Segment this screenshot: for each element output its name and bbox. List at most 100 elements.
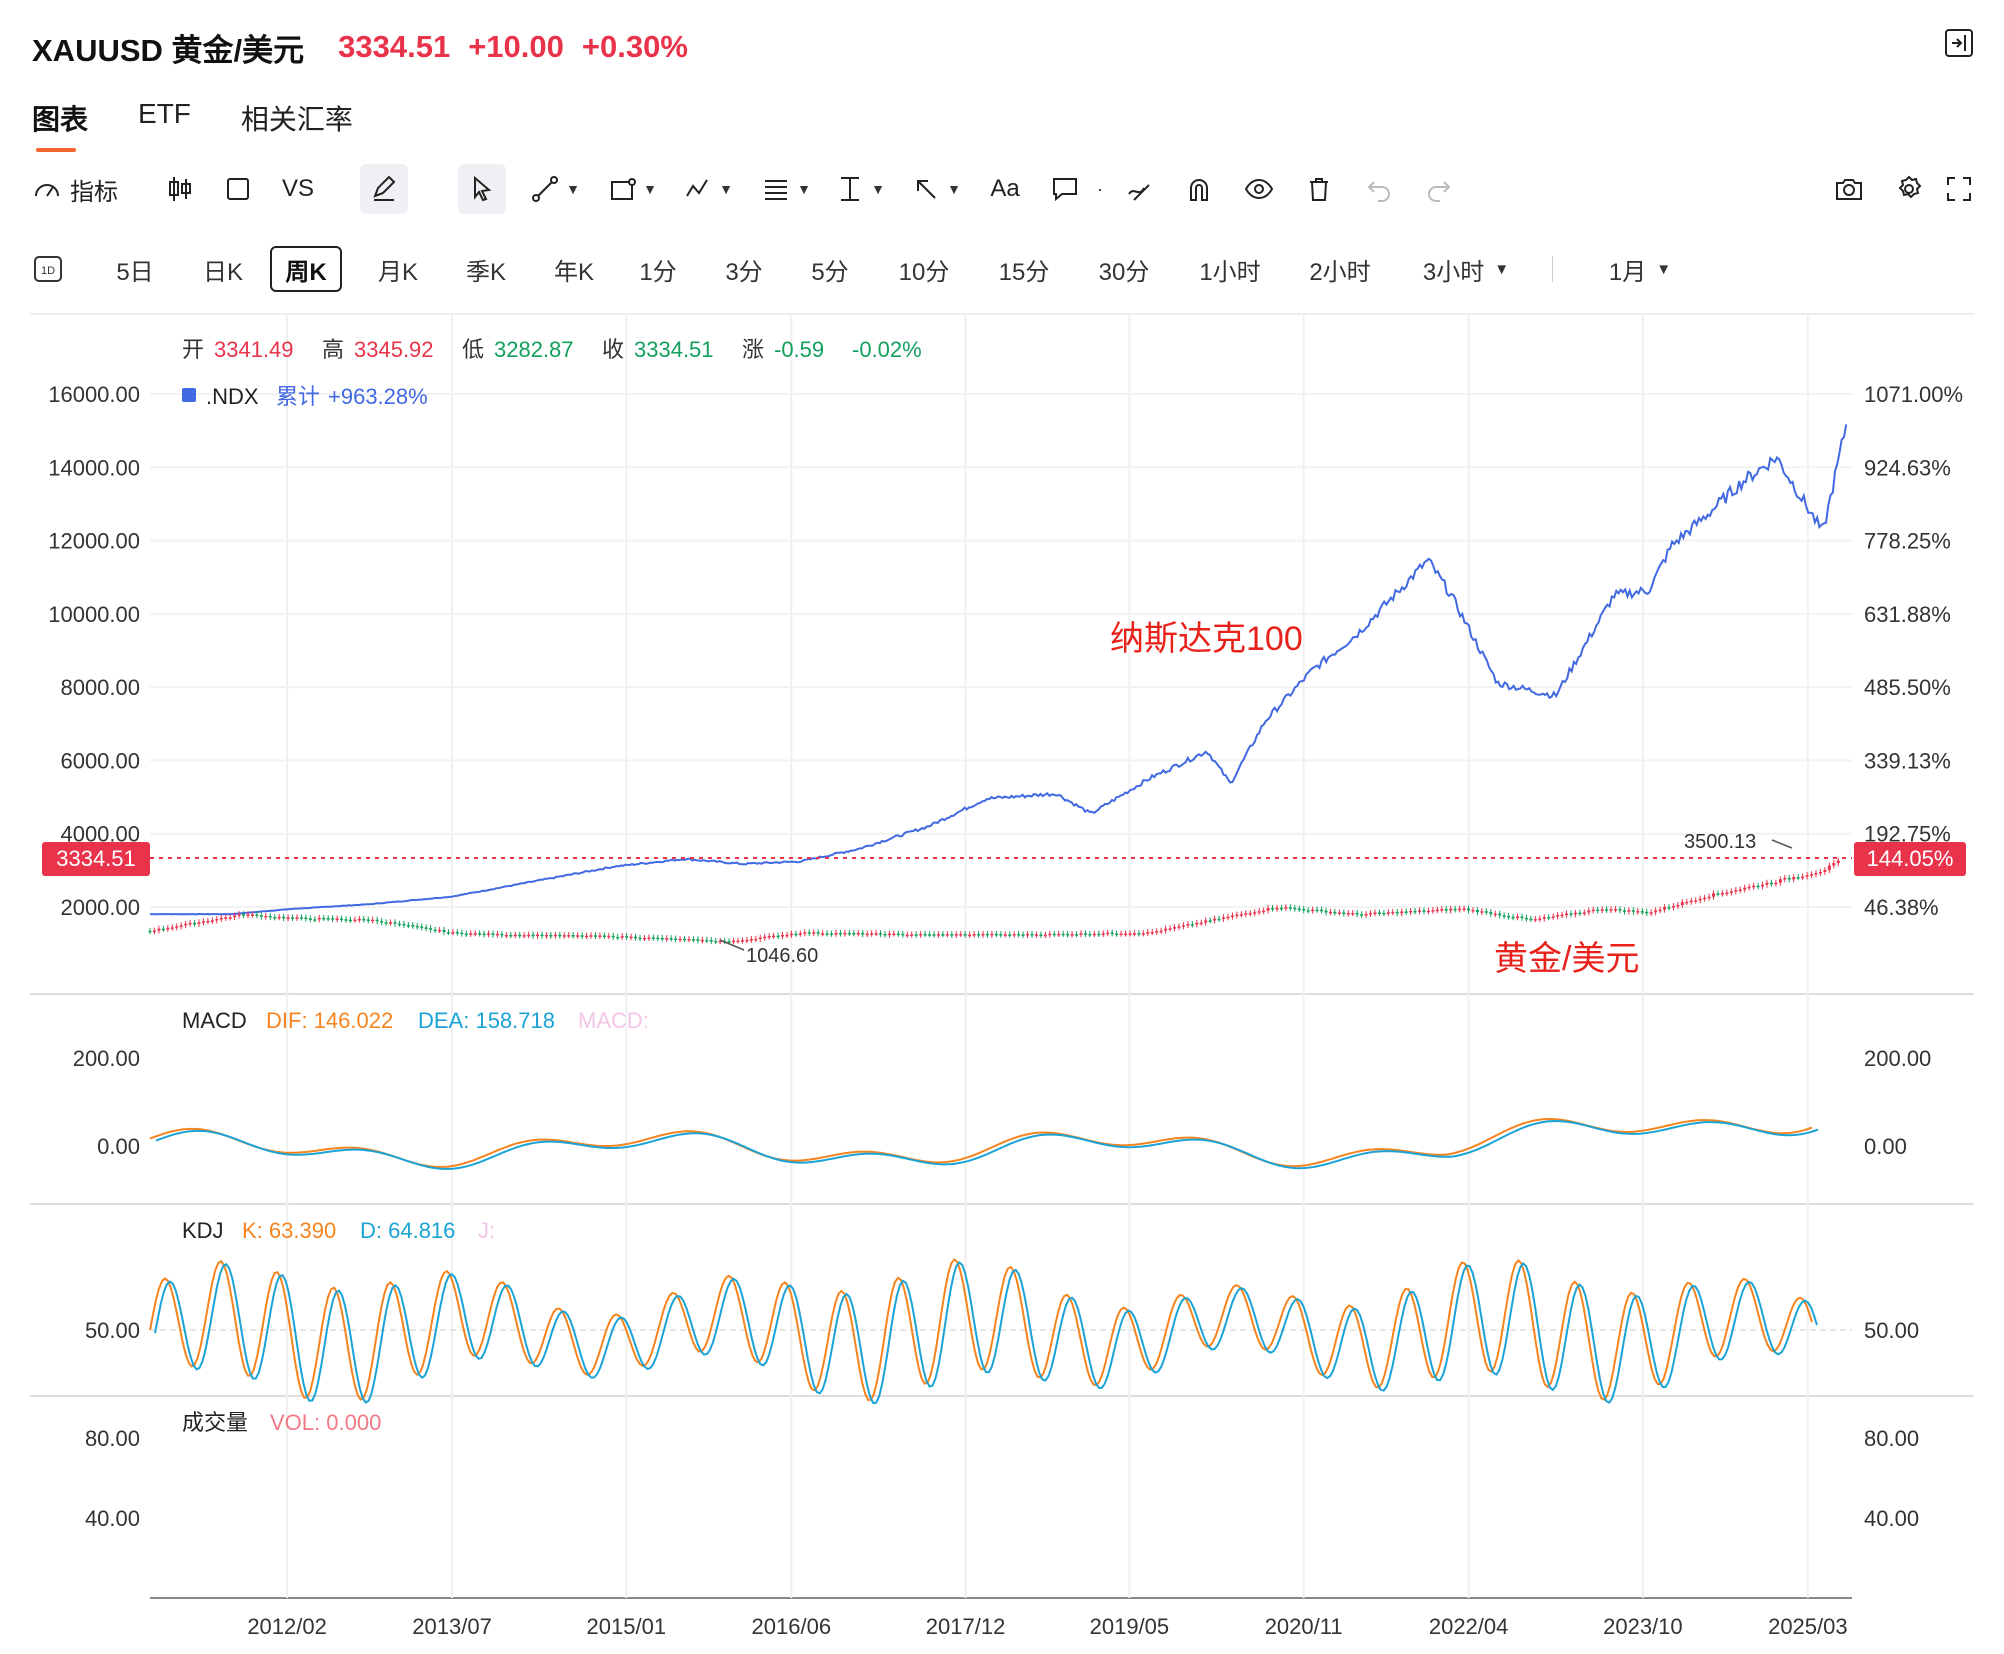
gold-candle	[950, 934, 954, 936]
gold-candle	[1311, 909, 1315, 912]
gold-candle	[1382, 912, 1386, 915]
x-tick-label: 2016/06	[752, 1614, 832, 1639]
gold-candle	[1369, 913, 1373, 915]
period-week[interactable]: 周K	[270, 246, 342, 292]
gold-candle	[536, 934, 540, 937]
gold-candle	[1422, 910, 1426, 912]
gold-candle	[469, 933, 473, 935]
pattern-icon[interactable]: ▼	[678, 164, 738, 214]
gold-candle	[972, 934, 976, 936]
undo-icon[interactable]	[1354, 164, 1404, 214]
gold-candle	[344, 919, 348, 921]
tab-chart[interactable]: 图表	[32, 98, 88, 152]
gold-candle	[1262, 910, 1266, 913]
period-5min[interactable]: 5分	[811, 258, 849, 286]
gold-candle	[1725, 892, 1729, 895]
gold-candle	[1244, 913, 1248, 915]
period-1h[interactable]: 1小时	[1199, 258, 1261, 286]
fullscreen-icon[interactable]	[1934, 164, 1984, 214]
single-day-icon[interactable]: 1D	[30, 246, 66, 292]
gold-candle	[1792, 877, 1796, 880]
brush-icon[interactable]	[1114, 164, 1164, 214]
exit-panel-icon[interactable]	[1944, 28, 1974, 58]
range-dropdown[interactable]: 1月 ▼	[1590, 246, 1690, 292]
comment-icon[interactable]	[1040, 164, 1090, 214]
indicator-button[interactable]: 指标	[30, 164, 120, 214]
period-10min[interactable]: 10分	[898, 258, 950, 286]
price-tag-right	[1854, 842, 1966, 876]
period-quarter[interactable]: 季K	[465, 258, 506, 286]
gold-candle	[1453, 908, 1457, 911]
gold-candle	[201, 921, 205, 923]
gold-candle	[1622, 910, 1626, 912]
trendline-icon[interactable]: ▼	[525, 164, 585, 214]
measure-icon[interactable]: ▼	[841, 177, 885, 201]
price-tick-label: 2000.00	[60, 895, 140, 920]
gold-candle	[1533, 919, 1537, 921]
period-3h-dropdown[interactable]: 3小时 ▼	[1410, 246, 1522, 292]
fibonacci-icon[interactable]: ▼	[765, 180, 811, 200]
period-month[interactable]: 月K	[377, 258, 418, 286]
camera-icon[interactable]	[1824, 164, 1874, 214]
shape-icon[interactable]: ▼	[602, 164, 662, 214]
period-2h[interactable]: 2小时	[1309, 258, 1371, 286]
period-15min[interactable]: 15分	[998, 258, 1050, 286]
eye-icon[interactable]	[1234, 164, 1284, 214]
gold-candle	[1667, 907, 1671, 909]
gold-candle	[522, 935, 526, 937]
gold-candle	[259, 915, 263, 917]
settings-gear-icon[interactable]	[1884, 164, 1934, 214]
period-30min[interactable]: 30分	[1098, 258, 1150, 286]
vs-compare-button[interactable]: VS	[281, 175, 314, 202]
gold-candle	[540, 934, 544, 937]
gold-candle	[1471, 909, 1475, 912]
period-day[interactable]: 日K	[202, 258, 243, 286]
magnet-icon[interactable]	[1174, 164, 1224, 214]
gold-candle	[1796, 877, 1800, 879]
gold-candle	[959, 934, 963, 936]
x-tick-label: 2017/12	[926, 1614, 1006, 1639]
gold-candle	[1520, 916, 1524, 919]
gold-candle	[1761, 884, 1765, 887]
gold-candle	[1137, 933, 1141, 935]
gold-candle	[1435, 909, 1439, 912]
gold-candle	[1235, 914, 1239, 917]
last-price: 3334.51	[338, 29, 451, 64]
gold-candle	[1222, 917, 1226, 919]
period-1min[interactable]: 1分	[639, 258, 677, 286]
kdj-k: K: 63.390	[242, 1218, 336, 1243]
ndx-series-line	[150, 424, 1848, 916]
gold-candle	[651, 937, 655, 939]
period-3min[interactable]: 3分	[725, 258, 763, 286]
gauge-icon	[35, 184, 59, 197]
gold-candle	[1043, 934, 1047, 937]
gold-candle	[923, 933, 927, 936]
gold-candle	[580, 935, 584, 937]
macd-hist: MACD:	[578, 1008, 649, 1033]
square-icon[interactable]	[218, 164, 258, 214]
arrow-icon[interactable]: ▼	[906, 164, 966, 214]
trash-icon[interactable]	[1294, 164, 1344, 214]
gold-candle	[322, 917, 326, 920]
gold-candle	[451, 932, 455, 934]
tab-related-fx[interactable]: 相关汇率	[240, 104, 353, 135]
price-tick-label: 14000.00	[48, 455, 140, 480]
pen-edit-icon[interactable]	[360, 164, 408, 214]
gold-candle	[210, 920, 214, 922]
kdj-tick-right: 50.00	[1864, 1318, 1919, 1343]
text-tool-button[interactable]: Aa	[990, 175, 1020, 202]
gold-candle	[1614, 909, 1618, 911]
price-tick-label: 16000.00	[48, 382, 140, 407]
cursor-icon[interactable]	[458, 164, 506, 214]
gold-candle	[576, 935, 580, 937]
gold-candle	[1774, 882, 1778, 885]
gold-candle	[179, 925, 183, 927]
candlestick-icon[interactable]	[160, 164, 200, 214]
period-5d[interactable]: 5日	[116, 258, 154, 286]
redo-icon[interactable]	[1414, 164, 1464, 214]
x-tick-label: 2023/10	[1603, 1614, 1683, 1639]
period-year[interactable]: 年K	[553, 258, 594, 286]
gold-candle	[1832, 863, 1836, 866]
tab-etf[interactable]: ETF	[138, 98, 191, 129]
